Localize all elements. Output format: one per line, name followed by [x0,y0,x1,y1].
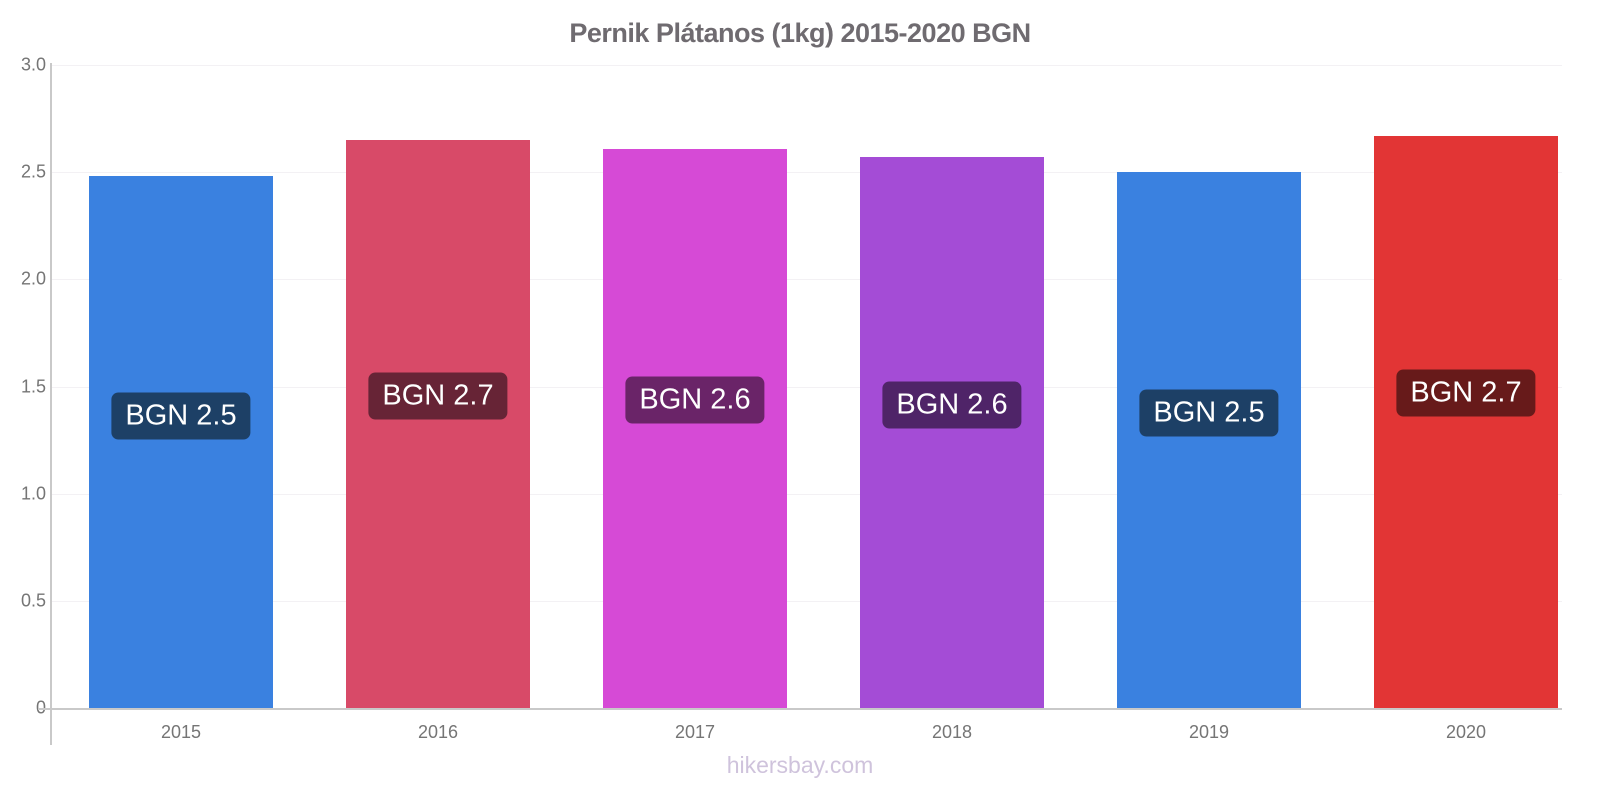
y-axis-tick-label: 1.0 [20,483,46,504]
y-axis-tick-label: 1.5 [20,376,46,397]
bar-value-badge: BGN 2.5 [111,392,251,440]
bar-value-badge: BGN 2.7 [1396,369,1536,417]
x-axis-tick-label: 2016 [417,722,459,742]
bar-value-badge: BGN 2.7 [368,372,508,420]
x-axis-tick-label: 2017 [674,722,716,742]
y-axis-tick-label: 2.5 [20,161,46,182]
x-axis-tick-label: 2018 [931,722,973,742]
bar-value-badge: BGN 2.6 [882,381,1022,429]
gridline [52,279,1562,280]
bar-2018 [860,157,1044,708]
x-axis-tick-label: 2019 [1188,722,1230,742]
y-axis-line [50,63,52,745]
y-axis-tick-label: 3.0 [20,54,46,75]
x-axis-tick-label: 2015 [160,722,202,742]
footer-watermark: hikersbay.com [726,752,874,778]
gridline [52,387,1562,388]
bar-2017 [603,149,787,708]
bar-value-badge: BGN 2.5 [1139,389,1279,437]
y-axis-tick-label: 2.0 [20,268,46,289]
bar-2019 [1117,172,1301,708]
gridline [52,172,1562,173]
bar-2020 [1374,136,1558,708]
bar-2016 [346,140,530,708]
bar-value-badge: BGN 2.6 [625,376,765,424]
gridline [52,65,1562,66]
chart-title: Pernik Plátanos (1kg) 2015-2020 BGN [569,18,1031,48]
bar-2015 [89,176,273,708]
y-axis-tick-label: 0.5 [20,590,46,611]
x-axis-line [50,708,1562,710]
x-axis-tick-label: 2020 [1445,722,1487,742]
gridline [52,601,1562,602]
zero-tick-mark [38,708,50,710]
gridline [52,494,1562,495]
y-axis-tick-label: 0 [0,698,46,719]
